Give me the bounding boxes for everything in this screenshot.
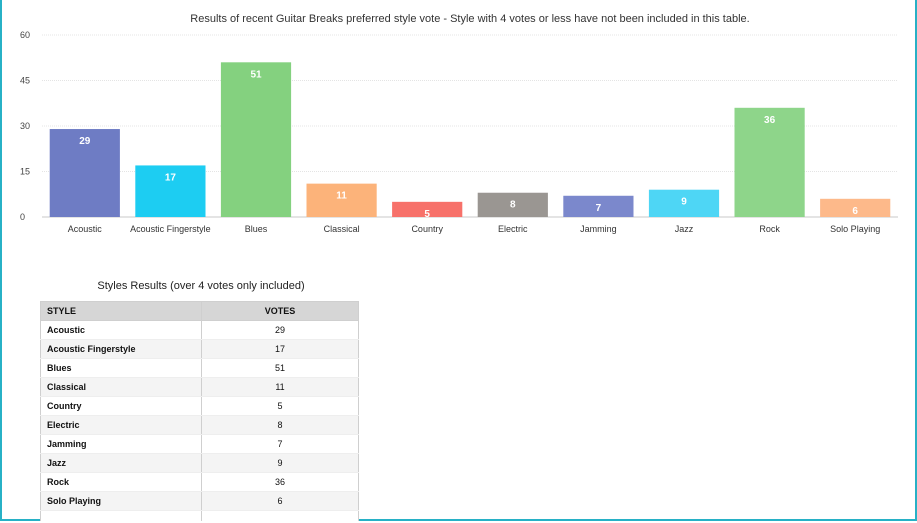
data-label: 29 xyxy=(79,136,91,147)
data-label: 9 xyxy=(681,197,687,208)
bar xyxy=(820,198,891,217)
y-tick-label: 45 xyxy=(20,76,30,86)
data-label: 11 xyxy=(336,191,347,202)
x-tick-label: Blues xyxy=(245,224,268,234)
y-tick-label: 30 xyxy=(20,121,30,131)
table-row: Acoustic Fingerstyle 17 xyxy=(40,339,359,359)
table-row: Country 5 xyxy=(40,396,359,416)
bar xyxy=(135,165,206,217)
styles-table: STYLE VOTES Acoustic 29 Acoustic Fingersty… xyxy=(40,301,359,521)
table-cell-votes: 5 xyxy=(201,396,359,416)
table-cell-style: Country xyxy=(40,396,202,416)
header-votes: VOTES xyxy=(201,301,359,321)
bar xyxy=(392,201,463,217)
x-tick-label: Country xyxy=(411,224,443,234)
table-cell-style: Electric xyxy=(40,415,202,435)
bar xyxy=(477,192,548,217)
y-tick-label: 0 xyxy=(20,212,25,222)
table-cell-style: Acoustic xyxy=(40,320,202,340)
table-spacer-row xyxy=(40,510,359,521)
table-cell-votes: 6 xyxy=(201,491,359,511)
table-row: Rock 36 xyxy=(40,472,359,492)
table-cell-votes: 9 xyxy=(201,453,359,473)
table-row: Acoustic 29 xyxy=(40,320,359,340)
table-title: Styles Results (over 4 votes only includ… xyxy=(97,280,305,292)
bar xyxy=(648,189,720,217)
data-label: 7 xyxy=(596,203,602,214)
data-label: 6 xyxy=(852,206,858,217)
chart-title: Results of recent Guitar Breaks preferre… xyxy=(190,13,749,25)
table-cell-style: Jamming xyxy=(40,434,202,454)
table-cell-style: Solo Playing xyxy=(40,491,202,511)
bar-chart: Results of recent Guitar Breaks preferre… xyxy=(20,13,898,234)
table-cell-votes: 36 xyxy=(201,472,359,492)
table-row: Electric 8 xyxy=(40,415,359,435)
table-row: Solo Playing 6 xyxy=(40,491,359,511)
table-cell-votes: 7 xyxy=(201,434,359,454)
x-tick-label: Solo Playing xyxy=(830,224,880,234)
table-cell-style: Rock xyxy=(40,472,202,492)
table-spacer-cell xyxy=(40,510,202,521)
x-tick-label: Electric xyxy=(498,224,528,234)
bar xyxy=(306,183,377,217)
x-tick-label: Rock xyxy=(759,224,780,234)
bar xyxy=(49,129,120,217)
table-cell-votes: 8 xyxy=(201,415,359,435)
y-tick-label: 15 xyxy=(20,167,30,177)
table-cell-style: Classical xyxy=(40,377,202,397)
data-label: 5 xyxy=(424,209,430,220)
table-cell-votes: 17 xyxy=(201,339,359,359)
table-cell-votes: 11 xyxy=(201,377,359,397)
data-label: 17 xyxy=(165,172,177,183)
bar xyxy=(734,107,805,217)
table-row: Classical 11 xyxy=(40,377,359,397)
data-label: 8 xyxy=(510,200,516,211)
table-cell-style: Jazz xyxy=(40,453,202,473)
table-spacer-cell xyxy=(201,510,359,521)
data-label: 51 xyxy=(250,69,262,80)
table-cell-votes: 29 xyxy=(201,320,359,340)
x-tick-label: Classical xyxy=(324,224,360,234)
table-cell-votes: 51 xyxy=(201,358,359,378)
table-cell-style: Blues xyxy=(40,358,202,378)
y-tick-label: 60 xyxy=(20,30,30,40)
table-row: Blues 51 xyxy=(40,358,359,378)
bar xyxy=(220,62,292,217)
x-tick-label: Acoustic Fingerstyle xyxy=(130,224,211,234)
table-header-row: STYLE VOTES xyxy=(40,301,359,321)
data-label: 36 xyxy=(764,115,776,126)
x-tick-label: Jamming xyxy=(580,224,617,234)
x-tick-label: Jazz xyxy=(675,224,694,234)
table-row: Jamming 7 xyxy=(40,434,359,454)
x-tick-label: Acoustic xyxy=(68,224,103,234)
header-style: STYLE xyxy=(40,301,202,321)
table-row: Jazz 9 xyxy=(40,453,359,473)
table-cell-style: Acoustic Fingerstyle xyxy=(40,339,202,359)
bar xyxy=(563,195,634,217)
